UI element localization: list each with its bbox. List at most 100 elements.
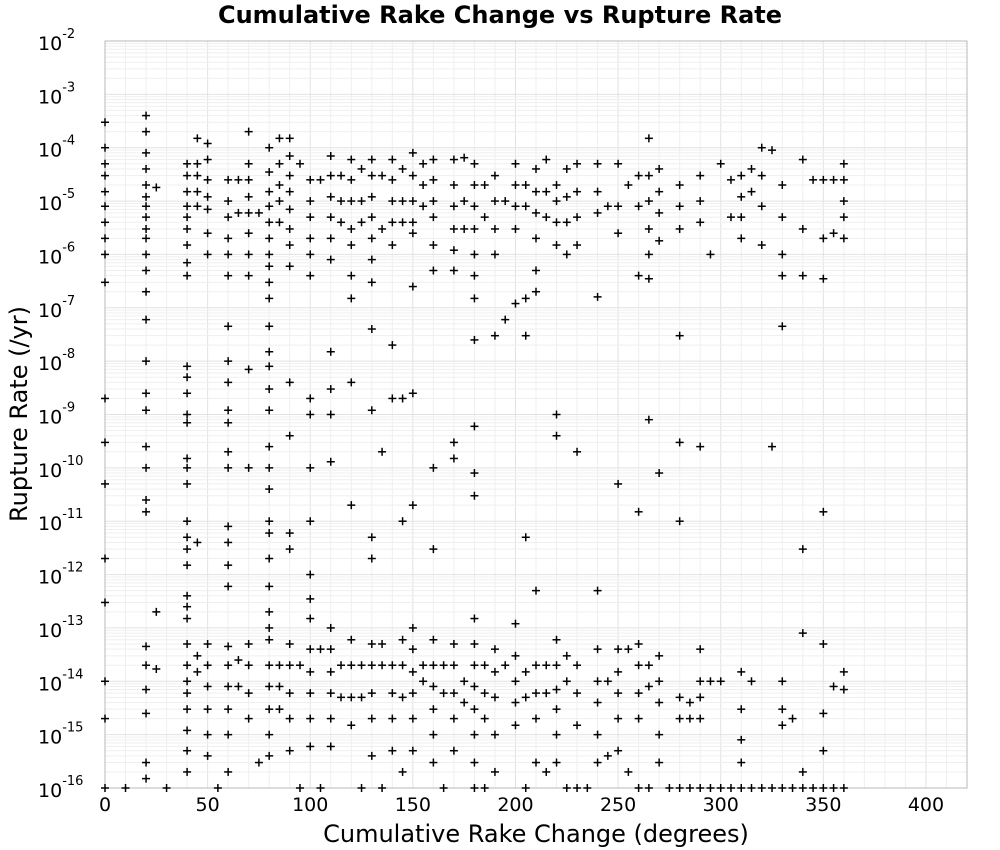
data-point [685,714,694,723]
data-point [398,394,407,403]
data-point [675,438,684,447]
data-point [224,463,233,472]
data-point [306,197,315,206]
data-point [367,714,376,723]
data-point [552,218,561,227]
data-point [614,689,623,698]
data-point [183,410,192,419]
data-point [778,181,787,190]
data-point [347,155,356,164]
x-tick-label: 100 [292,794,328,816]
data-point [490,693,499,702]
data-point [203,682,212,691]
data-point [183,463,192,472]
data-point [275,661,284,670]
data-point [593,758,602,767]
data-point [470,614,479,623]
data-point [408,714,417,723]
data-point [142,709,151,718]
data-point [490,767,499,776]
data-point [306,667,315,676]
data-point [193,171,202,180]
data-point [265,554,274,563]
data-point [183,746,192,755]
data-point [614,714,623,723]
data-point [429,730,438,739]
data-point [265,250,274,259]
data-point [634,714,643,723]
data-point [470,159,479,168]
data-point [634,661,643,670]
data-point [306,250,315,259]
data-point [326,385,335,394]
data-point [490,250,499,259]
data-point [624,181,633,190]
y-tick-label: 10-5 [38,187,75,215]
data-point [552,241,561,250]
data-point [562,250,571,259]
data-point [224,522,233,531]
data-point [408,218,417,227]
data-point [224,357,233,366]
data-point [778,705,787,714]
data-point [798,784,807,792]
data-point [429,463,438,472]
data-point [429,197,438,206]
data-point [778,271,787,280]
data-point [593,586,602,595]
data-point [326,192,335,201]
data-point [244,365,253,374]
data-point [378,224,387,233]
data-point [378,447,387,456]
data-point [193,538,202,547]
data-point [470,639,479,648]
data-point [511,619,520,628]
data-point [429,661,438,670]
data-point [367,533,376,542]
data-point [490,171,499,180]
data-point [193,667,202,676]
data-point [347,271,356,280]
data-point [593,159,602,168]
data-point [696,218,705,227]
data-point [532,689,540,698]
data-point [593,698,602,707]
data-point [675,714,684,723]
data-point [798,629,807,638]
data-point [675,693,684,702]
data-point [142,224,151,233]
data-point [706,784,715,792]
data-point [142,213,151,222]
data-point [326,623,335,632]
data-point [819,234,828,243]
data-point [532,287,540,296]
data-point [716,159,725,168]
chart-title: Cumulative Rake Change vs Rupture Rate [218,1,782,29]
data-point [224,661,233,670]
data-point [419,661,428,670]
data-point [675,517,684,526]
data-point [244,463,253,472]
data-point [644,274,653,283]
data-point [490,645,499,654]
data-point [449,438,458,447]
data-point [347,501,356,510]
data-point [552,181,561,190]
data-point [501,197,510,206]
data-point [778,721,787,730]
data-point [603,202,612,211]
data-point [839,213,848,222]
data-point [532,234,540,243]
data-point [183,677,192,686]
data-point [367,213,376,222]
data-point [285,529,294,538]
data-point [798,155,807,164]
data-point [285,431,294,440]
data-point [798,224,807,233]
data-point [142,111,151,120]
data-point [552,431,561,440]
data-point [480,784,489,792]
data-point [408,282,417,291]
data-point [183,187,192,196]
data-point [470,294,479,303]
